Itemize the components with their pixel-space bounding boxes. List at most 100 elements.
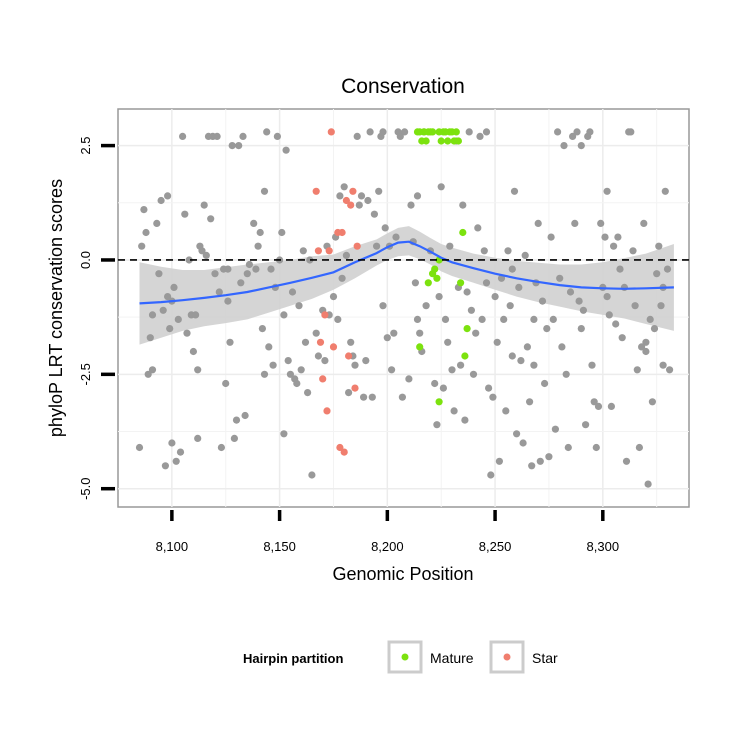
- x-axis: 8,100 8,150 8,200 8,250 8,300: [156, 510, 619, 554]
- data-point-other: [622, 457, 631, 465]
- data-point-other: [545, 453, 553, 461]
- data-point-other: [280, 311, 288, 319]
- data-point-other: [541, 379, 549, 388]
- data-point-mature: [457, 279, 465, 287]
- data-point-other: [148, 366, 157, 374]
- smooth-line-layer: [139, 240, 674, 305]
- data-point-other: [345, 389, 353, 397]
- data-point-star: [336, 443, 344, 452]
- data-point-other: [616, 265, 624, 273]
- data-point-other: [213, 132, 221, 140]
- data-point-other: [521, 251, 529, 259]
- data-point-other: [450, 407, 458, 415]
- data-point-other: [347, 338, 355, 346]
- data-point-other: [142, 228, 150, 237]
- data-point-star: [323, 407, 331, 415]
- data-point-other: [405, 375, 413, 383]
- data-point-other: [489, 393, 497, 401]
- data-point-other: [482, 128, 491, 136]
- data-point-other: [448, 366, 456, 374]
- data-point-other: [612, 320, 620, 328]
- data-point-other: [530, 361, 538, 369]
- data-point-other: [241, 411, 249, 420]
- data-point-other: [610, 242, 618, 250]
- data-point-other: [495, 457, 503, 465]
- data-point-other: [383, 334, 391, 342]
- data-point-other: [474, 224, 482, 232]
- data-point-other: [648, 398, 657, 406]
- data-point-other: [407, 201, 415, 209]
- data-point-mature: [437, 137, 445, 145]
- data-point-other: [465, 128, 473, 136]
- data-point-other: [390, 329, 398, 337]
- data-point-other: [304, 389, 312, 397]
- points-layer: [135, 128, 674, 488]
- data-point-other: [243, 270, 251, 278]
- data-point-other: [538, 297, 547, 305]
- data-point-other: [351, 361, 359, 369]
- x-tick-label: 8,100: [156, 539, 189, 554]
- data-point-other: [469, 370, 478, 378]
- data-point-mature: [461, 352, 469, 360]
- data-point-star: [327, 128, 335, 136]
- data-point-other: [153, 219, 161, 227]
- data-point-other: [211, 270, 219, 278]
- data-point-star: [338, 228, 346, 237]
- data-point-other: [633, 366, 641, 374]
- legend-key-mature: [401, 653, 409, 661]
- legend-key-box: [387, 640, 423, 674]
- data-point-other: [666, 366, 674, 374]
- data-point-other: [286, 370, 294, 378]
- data-point-other: [207, 215, 215, 223]
- data-point-other: [638, 343, 646, 351]
- x-axis-title: Genomic Position: [332, 564, 473, 584]
- data-point-other: [340, 183, 348, 191]
- data-point-other: [181, 210, 189, 218]
- data-point-other: [226, 338, 234, 346]
- data-point-other: [523, 343, 532, 351]
- data-point-other: [265, 343, 273, 351]
- data-point-mature: [463, 325, 471, 333]
- data-point-other: [485, 384, 493, 392]
- data-point-other: [230, 434, 238, 442]
- data-point-other: [388, 366, 396, 374]
- data-point-other: [176, 448, 185, 456]
- data-point-other: [299, 247, 307, 255]
- data-point-other: [375, 187, 383, 195]
- data-point-other: [478, 315, 486, 323]
- y-tick-label: 2.5: [78, 137, 93, 155]
- data-point-other: [500, 315, 508, 323]
- data-point-other: [366, 128, 374, 136]
- data-point-other: [245, 260, 253, 269]
- data-point-other: [263, 128, 271, 136]
- data-point-other: [164, 192, 172, 200]
- data-point-other: [517, 357, 525, 365]
- data-point-other: [566, 288, 575, 296]
- data-point-other: [618, 334, 626, 342]
- data-point-other: [457, 361, 465, 369]
- data-point-other: [506, 302, 514, 310]
- series-star: [312, 128, 361, 456]
- data-point-other: [297, 366, 305, 374]
- data-point-other: [138, 242, 146, 250]
- series-mature: [413, 128, 471, 406]
- smooth-fit-line: [139, 240, 674, 305]
- data-point-star: [319, 375, 327, 383]
- data-point-other: [357, 192, 366, 200]
- data-point-mature: [422, 137, 430, 145]
- data-point-other: [258, 325, 266, 333]
- data-point-other: [614, 233, 622, 241]
- data-point-other: [597, 219, 605, 227]
- data-point-other: [381, 224, 389, 232]
- data-point-other: [519, 439, 527, 447]
- data-point-other: [657, 302, 665, 310]
- data-point-other: [661, 187, 669, 195]
- data-point-other: [314, 352, 322, 360]
- data-point-other: [392, 233, 400, 241]
- data-point-mature: [429, 270, 437, 278]
- data-point-other: [172, 457, 180, 465]
- data-point-other: [607, 402, 616, 410]
- data-point-other: [161, 462, 169, 470]
- data-point-other: [198, 247, 206, 255]
